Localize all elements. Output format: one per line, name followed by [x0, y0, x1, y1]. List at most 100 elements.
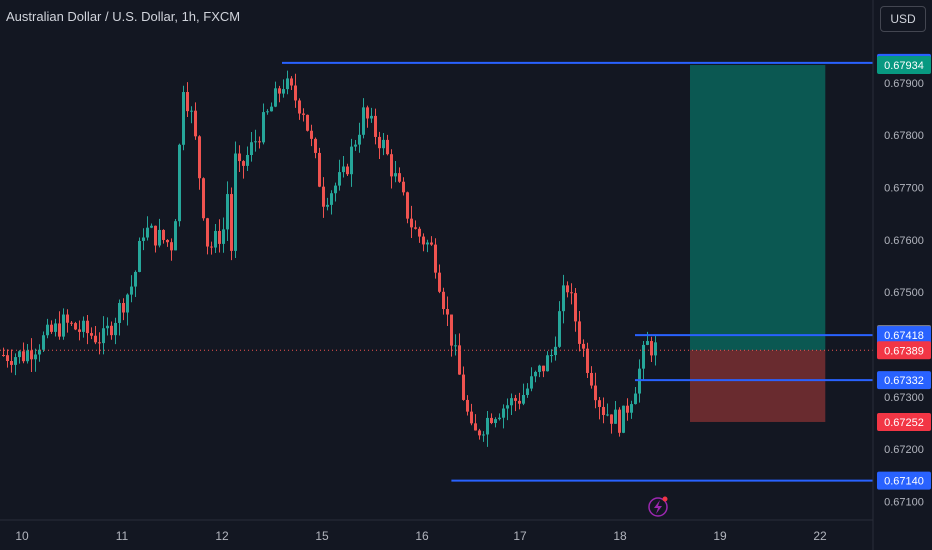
candle-up: [266, 111, 269, 113]
candle-down: [402, 181, 405, 193]
candle-up: [54, 323, 57, 332]
candle-up: [534, 371, 537, 377]
price-label-text: 0.67252: [884, 417, 924, 429]
candle-down: [306, 114, 309, 131]
candle-down: [418, 228, 421, 237]
candle-up: [214, 230, 217, 248]
candle-down: [490, 417, 493, 424]
candle-up: [330, 193, 333, 205]
candle-down: [162, 229, 165, 240]
candle-down: [590, 372, 593, 386]
candle-up: [614, 409, 617, 424]
candle-up: [158, 229, 161, 246]
candle-down: [446, 309, 449, 315]
stop-loss-zone[interactable]: [690, 350, 826, 422]
candle-up: [454, 345, 457, 347]
candle-down: [30, 350, 33, 360]
candle-up: [250, 142, 253, 156]
candle-down: [462, 374, 465, 400]
candle-down: [322, 186, 325, 207]
price-label: 0.67389: [877, 341, 931, 360]
candle-down: [314, 138, 317, 153]
candle-down: [346, 166, 349, 175]
price-label-text: 0.67418: [884, 330, 924, 342]
price-tick-label: 0.67100: [884, 497, 924, 509]
candle-down: [70, 322, 73, 324]
candle-up: [538, 365, 541, 372]
candle-up: [146, 227, 149, 238]
lightning-icon[interactable]: [648, 496, 668, 517]
profit-zone[interactable]: [690, 65, 826, 351]
price-label-text: 0.67934: [884, 60, 924, 72]
time-tick-label: 10: [15, 529, 29, 543]
candle-up: [62, 314, 65, 337]
candle-down: [398, 173, 401, 182]
candle-up: [18, 351, 21, 358]
candle-down: [422, 236, 425, 245]
time-tick-label: 16: [415, 529, 429, 543]
time-tick-label: 11: [116, 529, 129, 543]
candle-up: [502, 408, 505, 418]
candle-up: [494, 419, 497, 424]
time-tick-label: 22: [813, 529, 827, 543]
candle-down: [210, 246, 213, 248]
candle-down: [458, 345, 461, 375]
candle-up: [126, 294, 129, 313]
horizontal-levels[interactable]: [0, 61, 873, 482]
candle-down: [198, 136, 201, 179]
candle-down: [218, 230, 221, 244]
candle-up: [326, 204, 329, 207]
candle-down: [318, 152, 321, 187]
candle-down: [278, 88, 281, 94]
time-tick-label: 12: [215, 529, 229, 543]
candle-up: [370, 115, 373, 119]
candle-down: [166, 239, 169, 243]
candle-down: [410, 218, 413, 228]
candle-up: [482, 434, 485, 436]
candle-up: [362, 107, 365, 135]
candle-down: [478, 430, 481, 436]
candle-down: [578, 321, 581, 344]
candle-down: [50, 324, 53, 332]
candle-up: [262, 112, 265, 143]
candle-down: [86, 320, 89, 334]
candle-down: [230, 194, 233, 251]
candle-down: [22, 351, 25, 362]
candle-up: [358, 134, 361, 145]
candle-down: [74, 323, 77, 330]
candle-up: [498, 417, 501, 420]
currency-button[interactable]: USD: [880, 6, 926, 32]
candle-up: [26, 350, 29, 362]
candle-down: [602, 406, 605, 416]
candle-up: [646, 341, 649, 345]
candle-down: [302, 113, 305, 115]
price-label: 0.67934: [877, 56, 931, 75]
candle-down: [186, 92, 189, 112]
candle-down: [374, 115, 377, 137]
candle-up: [150, 225, 153, 228]
candle-up: [42, 335, 45, 350]
candle-up: [34, 354, 37, 360]
candle-up: [38, 349, 41, 355]
price-label-text: 0.67140: [884, 476, 924, 488]
candle-down: [290, 78, 293, 86]
candle-down: [450, 314, 453, 346]
time-tick-label: 19: [713, 529, 727, 543]
candle-up: [426, 242, 429, 245]
candle-down: [366, 107, 369, 119]
candle-up: [182, 92, 185, 145]
candle-up: [282, 89, 285, 94]
candle-up: [190, 110, 193, 112]
price-label-text: 0.67332: [884, 375, 924, 387]
candle-up: [178, 144, 181, 222]
candle-down: [294, 85, 297, 101]
candle-down: [94, 335, 97, 343]
candle-up: [226, 194, 229, 230]
candle-up: [486, 417, 489, 435]
candle-down: [378, 136, 381, 149]
long-position-tool[interactable]: [690, 65, 826, 422]
candle-down: [438, 272, 441, 292]
candle-down: [442, 291, 445, 310]
